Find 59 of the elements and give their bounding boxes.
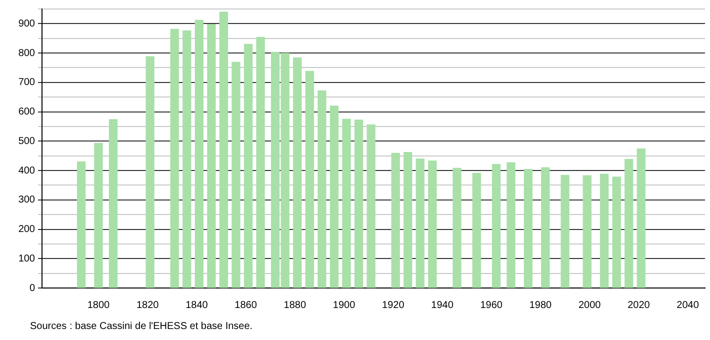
- bar: [194, 20, 204, 288]
- x-tick-label: 1900: [332, 300, 356, 311]
- bar: [182, 30, 192, 288]
- bar: [492, 164, 501, 288]
- bar: [170, 28, 179, 288]
- y-tick-label: 100: [18, 253, 36, 264]
- bar: [318, 90, 326, 288]
- x-tick-label: 2020: [628, 300, 650, 311]
- x-tick-label: 1840: [186, 300, 208, 311]
- y-tick-label: 400: [18, 165, 36, 176]
- bar: [244, 44, 253, 288]
- x-tick-label: 1880: [284, 300, 306, 311]
- bar: [452, 168, 462, 288]
- y-tick-label: 600: [18, 106, 36, 118]
- y-tick-label: 200: [18, 224, 36, 236]
- bar: [366, 124, 376, 288]
- bar: [330, 106, 339, 288]
- bar: [636, 148, 646, 288]
- bar: [232, 62, 240, 288]
- bar: [293, 57, 302, 288]
- bar: [624, 159, 634, 288]
- bar: [108, 119, 118, 288]
- bar: [524, 169, 533, 288]
- bar: [541, 167, 550, 288]
- y-tick-label: 900: [18, 18, 36, 30]
- source-note: Sources : base Cassini de l'EHESS et base Insee.: [30, 320, 253, 332]
- x-tick-label: 1980: [529, 300, 552, 311]
- x-tick-label: 1800: [87, 300, 110, 311]
- x-tick-label: 1920: [382, 300, 405, 311]
- bar: [391, 152, 400, 288]
- bar: [207, 24, 216, 288]
- y-tick-label: 300: [18, 194, 36, 206]
- y-tick-label: 800: [18, 48, 36, 59]
- x-tick-label: 1860: [234, 300, 258, 311]
- bar: [404, 152, 412, 288]
- bar: [560, 174, 570, 288]
- bar: [354, 120, 364, 288]
- bar: [94, 142, 103, 288]
- bar: [428, 160, 437, 288]
- y-tick-label: 500: [18, 136, 36, 147]
- bar: [612, 176, 621, 288]
- y-tick-label: 700: [18, 77, 36, 88]
- bar: [76, 161, 86, 288]
- bar: [582, 175, 592, 288]
- x-tick-label: 1960: [480, 300, 503, 311]
- x-tick-label: 1820: [136, 300, 160, 311]
- bar: [305, 70, 314, 288]
- bar: [472, 172, 481, 288]
- bar: [416, 158, 424, 288]
- bar: [506, 162, 516, 288]
- bar: [256, 36, 265, 288]
- x-tick-label: 2040: [676, 300, 700, 311]
- bar: [342, 118, 351, 288]
- x-tick-label: 1940: [431, 300, 454, 311]
- bar: [219, 12, 228, 288]
- y-tick-label: 0: [29, 282, 36, 294]
- bar: [146, 56, 154, 288]
- bar: [600, 174, 609, 288]
- x-tick-label: 2000: [578, 300, 602, 311]
